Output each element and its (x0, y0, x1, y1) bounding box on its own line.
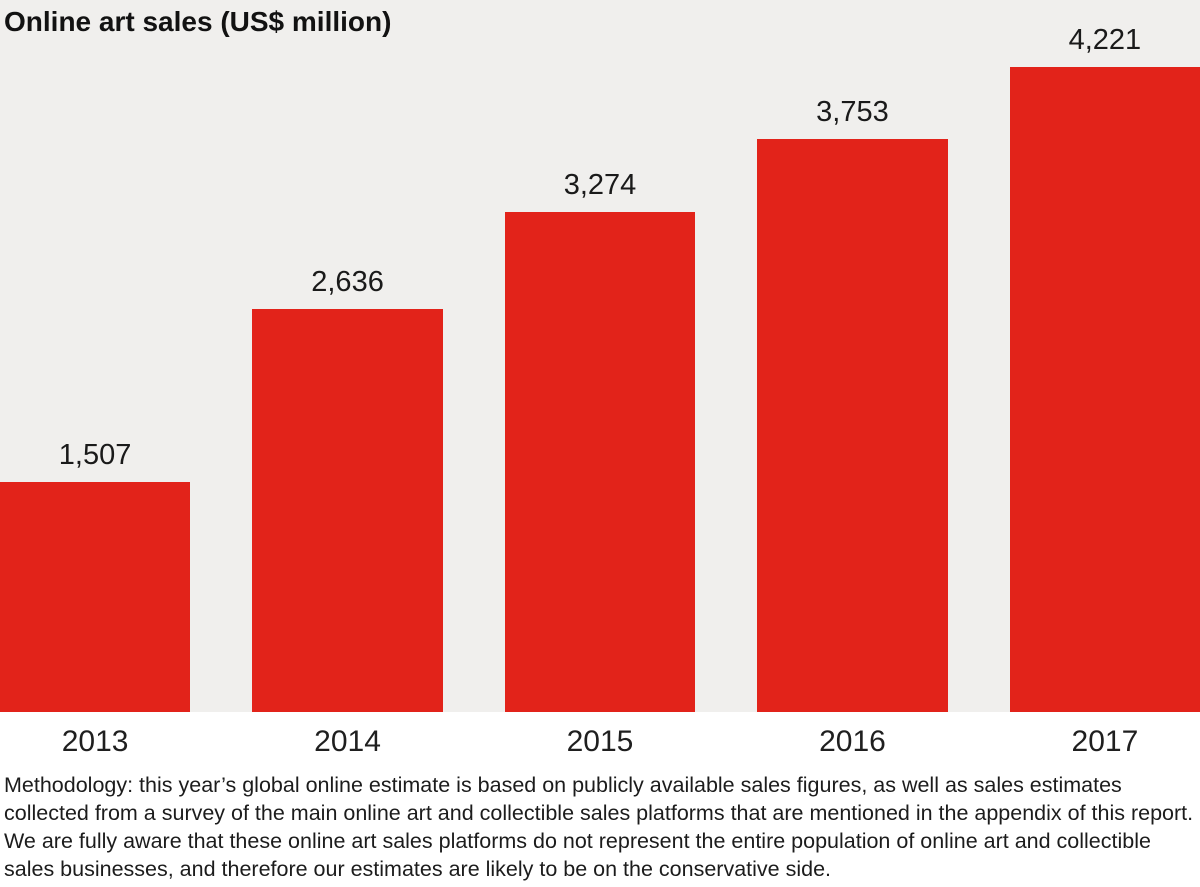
bar-column: 2,636 (252, 0, 443, 712)
bar-column: 3,274 (504, 0, 696, 712)
bar-value-label: 1,507 (58, 439, 132, 471)
bar (504, 212, 696, 712)
x-axis-tick-label: 2017 (1071, 725, 1139, 758)
bar-column: 4,221 (1009, 0, 1200, 712)
x-axis-tick-label: 2016 (819, 725, 886, 758)
bar-value-label: 2,636 (311, 266, 384, 298)
bar (757, 139, 948, 712)
bar-column: 1,507 (0, 0, 191, 712)
x-axis-tick-label: 2013 (61, 725, 129, 758)
bar (252, 309, 443, 712)
bar-value-label: 3,753 (816, 96, 889, 128)
chart-plot-area: Online art sales (US$ million) 1,507 2,63… (0, 0, 1200, 712)
chart-title: Online art sales (US$ million) (4, 6, 392, 37)
x-axis-tick-label: 2015 (566, 725, 634, 758)
methodology-note: Methodology: this year’s global online e… (4, 773, 1194, 881)
x-axis-tick-label: 2014 (314, 725, 381, 758)
bar-value-label: 3,274 (563, 169, 637, 201)
bars-container: 1,507 2,636 3,274 3,753 4,221 (0, 0, 1200, 712)
bar-column: 3,753 (757, 0, 948, 712)
x-axis-labels: 2013 2014 2015 2016 2017 (0, 712, 1200, 768)
bar-value-label: 4,221 (1068, 24, 1142, 56)
bar (0, 482, 191, 712)
bar (1009, 67, 1200, 712)
